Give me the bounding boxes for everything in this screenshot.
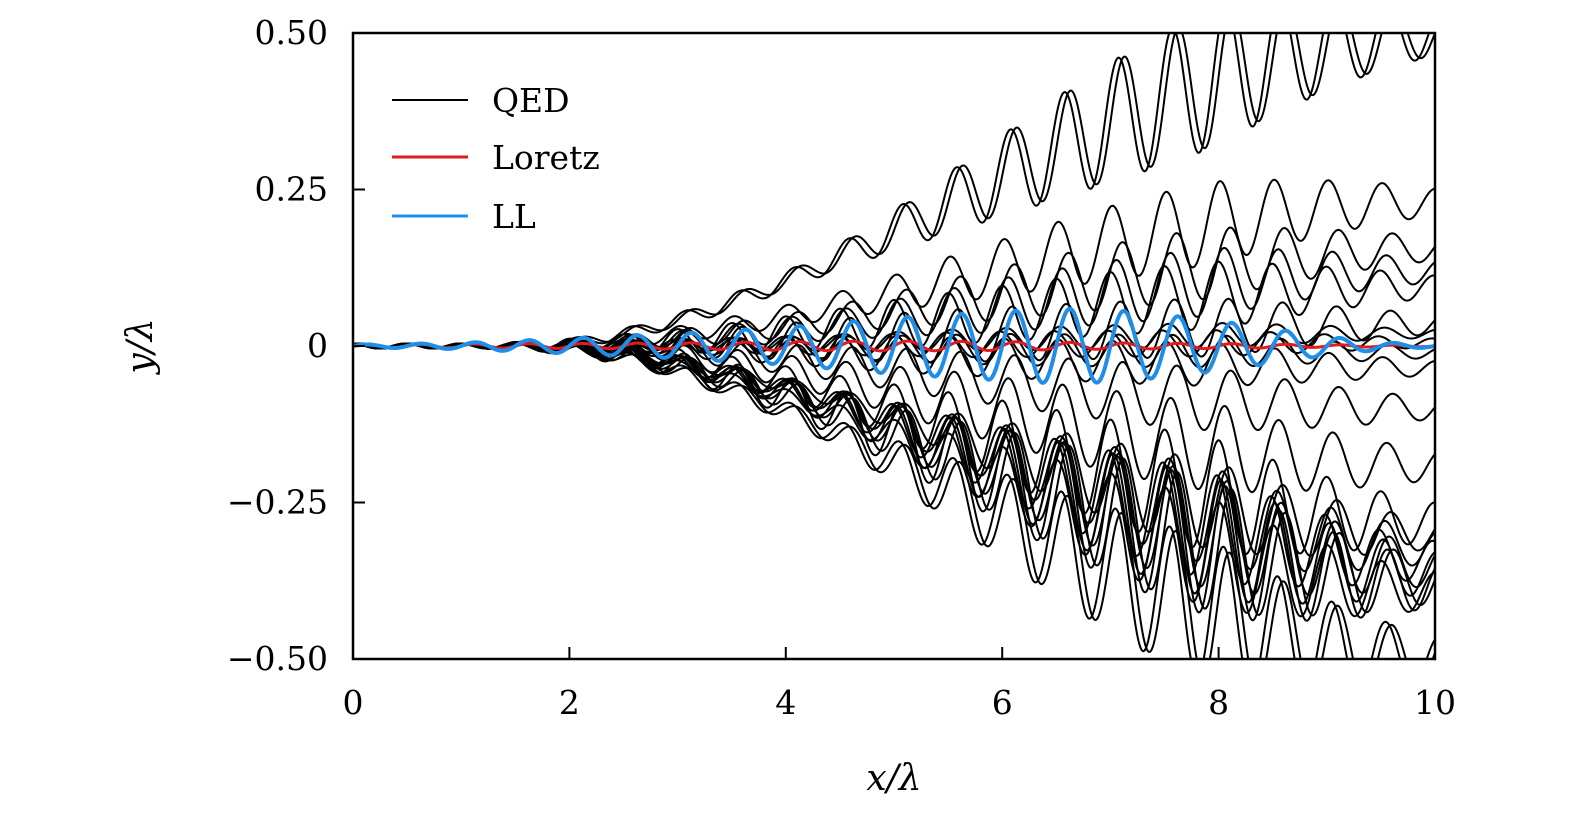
y-tick-label: −0.50	[227, 639, 328, 678]
y-tick-label: 0.50	[255, 13, 328, 52]
x-tick-label: 10	[1414, 683, 1456, 722]
series-line-qed	[353, 340, 1435, 617]
x-axis-title: x/λ	[866, 758, 921, 799]
series-layer	[353, 33, 1435, 659]
series-line-ll	[353, 306, 1435, 385]
x-tick-label: 6	[992, 683, 1013, 722]
series-line-qed	[353, 341, 1435, 659]
x-tick-label: 0	[343, 683, 364, 722]
legend: QED Loretz LL	[392, 81, 600, 236]
legend-label-ll: LL	[492, 197, 536, 236]
x-tick-label: 4	[775, 683, 796, 722]
y-tick-label: 0.25	[255, 170, 328, 209]
legend-label-qed: QED	[492, 81, 570, 120]
series-line-qed	[353, 341, 1435, 588]
series-line-qed	[353, 340, 1435, 622]
y-tick-label: 0	[307, 326, 328, 365]
series-line-qed	[353, 341, 1435, 659]
legend-label-loretz: Loretz	[492, 138, 600, 177]
x-tick-label: 8	[1208, 683, 1229, 722]
y-tick-label: −0.25	[227, 483, 328, 522]
x-tick-label: 2	[559, 683, 580, 722]
series-line-qed	[353, 341, 1435, 618]
y-axis-title: y/λ	[120, 318, 161, 375]
ticks-layer: 0 2 4 6 8 10 −0.50 −0.25 0 0.25 0.50	[227, 13, 1456, 722]
